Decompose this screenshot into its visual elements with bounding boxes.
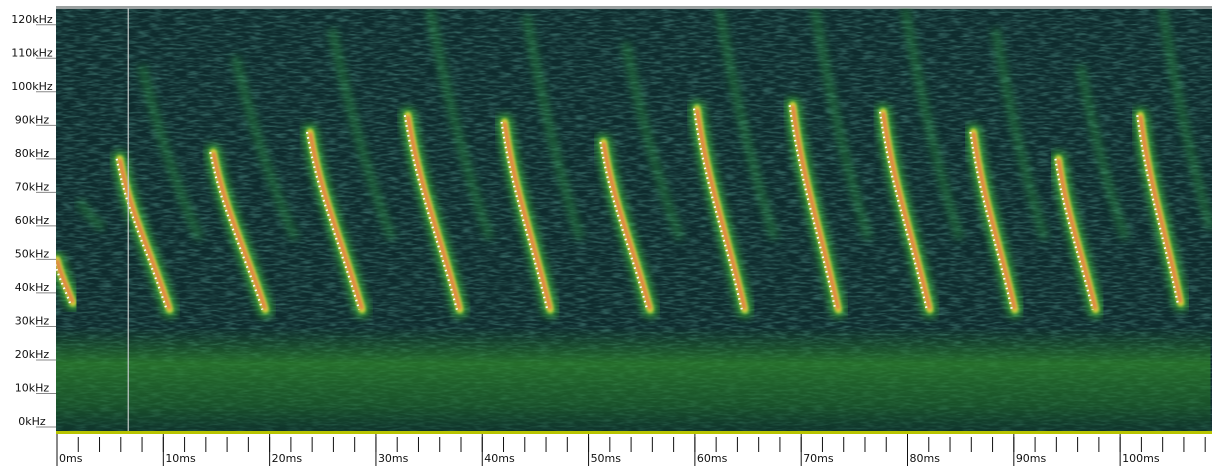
x-tick-label: 20ms [272, 452, 303, 465]
call-core [308, 131, 364, 311]
harmonic [522, 14, 585, 241]
call-trace [599, 141, 649, 310]
top-bar [56, 6, 1212, 9]
x-tick-label: 50ms [591, 452, 622, 465]
y-tick-label: 100kHz [11, 80, 53, 93]
call-trace [788, 105, 837, 310]
x-tick-label: 90ms [1016, 452, 1047, 465]
call-trace [403, 115, 458, 310]
call-core [791, 105, 840, 311]
harmonic [810, 8, 873, 241]
call-core [1138, 115, 1183, 304]
harmonic [714, 8, 780, 241]
x-tick-label: 100ms [1122, 452, 1160, 465]
x-tick-label: 80ms [910, 452, 941, 465]
call-core [211, 151, 267, 311]
call-core [118, 158, 172, 311]
x-tick-label: 70ms [803, 452, 834, 465]
y-tick-label: 80kHz [15, 147, 50, 160]
call-core [406, 115, 462, 311]
harmonic [990, 28, 1050, 241]
y-tick-label: 110kHz [11, 46, 53, 59]
call-trace [692, 108, 743, 310]
harmonic [621, 41, 685, 241]
y-tick-label: 90kHz [15, 113, 50, 126]
call-core [1056, 158, 1098, 311]
harmonic [75, 198, 106, 232]
x-tick-label: 10ms [165, 452, 196, 465]
harmonic [137, 63, 204, 242]
low-band [56, 326, 1211, 432]
y-tick-label: 70kHz [15, 180, 50, 193]
y-tick-label: 20kHz [15, 348, 50, 361]
call-core [56, 259, 75, 304]
y-tick-label: 50kHz [15, 247, 50, 260]
harmonic [900, 8, 965, 241]
y-tick-label: 0kHz [18, 415, 46, 428]
harmonic [1076, 64, 1130, 241]
x-tick-label: 60ms [697, 452, 728, 465]
harmonic [425, 8, 495, 241]
y-tick-label: 30kHz [15, 314, 50, 327]
plot-layer [56, 8, 1212, 432]
call-core [881, 111, 932, 311]
y-tick-label: 120kHz [11, 13, 53, 26]
x-tick-label: 0ms [59, 452, 83, 465]
call-trace [115, 158, 168, 311]
harmonic [1157, 8, 1212, 230]
x-tick-label: 40ms [484, 452, 515, 465]
y-tick-label: 60kHz [15, 214, 50, 227]
call-core [971, 131, 1017, 311]
y-tick-label: 10kHz [15, 381, 50, 394]
call-core [601, 141, 652, 311]
harmonic [230, 54, 300, 242]
y-tick-label: 40kHz [15, 281, 50, 294]
x-tick-label: 30ms [378, 452, 409, 465]
call-trace [305, 131, 361, 310]
call-core [503, 121, 552, 311]
harmonic [327, 27, 397, 241]
baseline [56, 431, 1212, 434]
call-trace [1136, 115, 1179, 304]
call-core [695, 108, 747, 311]
